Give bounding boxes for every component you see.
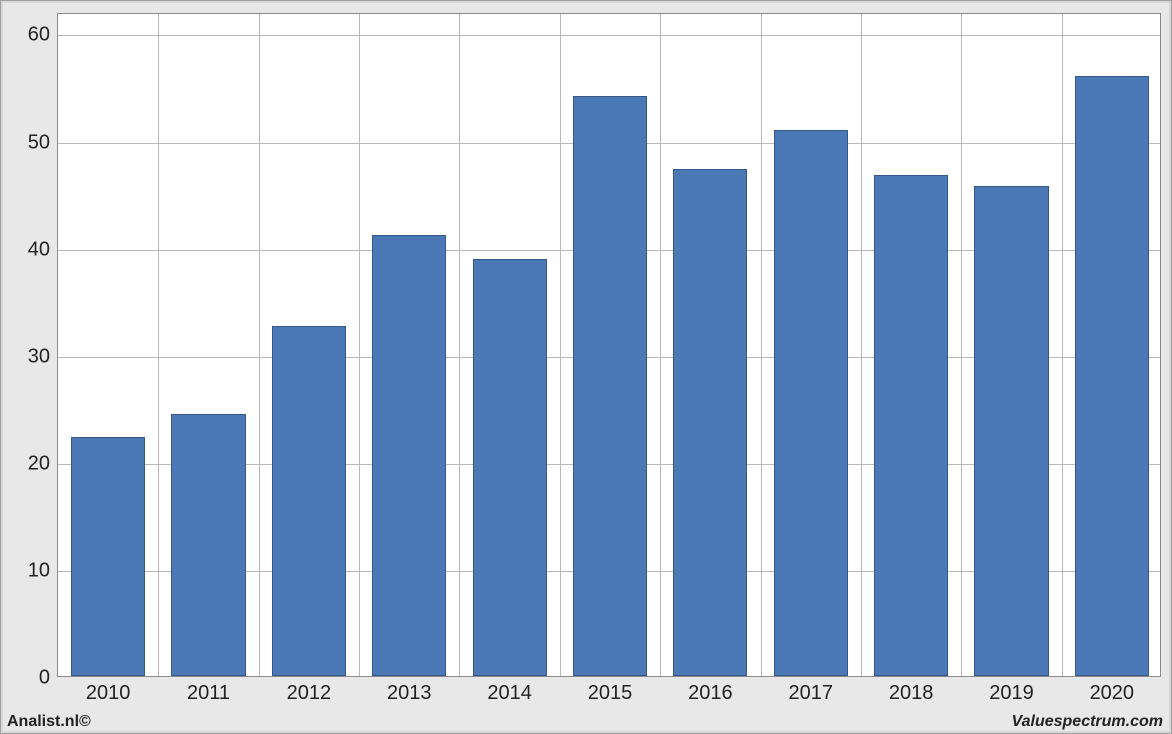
chart-panel: 0 10 20 30 40 50 60 2010 2011 2012 2013 2014 2015 201… — [0, 0, 1172, 734]
gridline-vertical — [761, 14, 762, 676]
bar — [774, 130, 848, 676]
x-tick-label: 2014 — [487, 682, 532, 705]
gridline-vertical — [459, 14, 460, 676]
bar — [372, 235, 446, 676]
y-tick-label: 50 — [28, 131, 50, 154]
y-tick-label: 0 — [39, 667, 50, 690]
bar — [272, 326, 346, 676]
bar — [71, 437, 145, 676]
x-tick-label: 2019 — [989, 682, 1034, 705]
bar — [874, 175, 948, 676]
x-tick-label: 2018 — [889, 682, 934, 705]
x-tick-label: 2016 — [688, 682, 733, 705]
gridline-vertical — [359, 14, 360, 676]
bar — [573, 96, 647, 676]
gridline-vertical — [560, 14, 561, 676]
x-tick-label: 2013 — [387, 682, 432, 705]
footer-right: Valuespectrum.com — [1012, 713, 1163, 731]
gridline-vertical — [158, 14, 159, 676]
x-tick-label: 2017 — [788, 682, 833, 705]
bar — [473, 259, 547, 676]
y-tick-label: 60 — [28, 24, 50, 47]
bar — [171, 414, 245, 676]
plot-area: 0102030405060201020112012201320142015201… — [57, 13, 1161, 677]
bar — [974, 186, 1048, 677]
gridline-vertical — [259, 14, 260, 676]
gridline-vertical — [1062, 14, 1063, 676]
bar — [1075, 76, 1149, 676]
x-tick-label: 2011 — [187, 682, 230, 705]
gridline-vertical — [660, 14, 661, 676]
y-tick-label: 40 — [28, 238, 50, 261]
x-tick-label: 2010 — [86, 682, 131, 705]
gridline-vertical — [861, 14, 862, 676]
x-tick-label: 2012 — [287, 682, 332, 705]
x-tick-label: 2020 — [1090, 682, 1135, 705]
gridline-horizontal — [58, 35, 1160, 36]
y-tick-label: 30 — [28, 345, 50, 368]
chart-wrap: 0 10 20 30 40 50 60 2010 2011 2012 2013 2014 2015 201… — [5, 5, 1167, 711]
bar — [673, 169, 747, 676]
y-tick-label: 10 — [28, 559, 50, 582]
x-tick-label: 2015 — [588, 682, 633, 705]
gridline-vertical — [961, 14, 962, 676]
footer-left: Analist.nl© — [7, 713, 91, 731]
y-tick-label: 20 — [28, 452, 50, 475]
